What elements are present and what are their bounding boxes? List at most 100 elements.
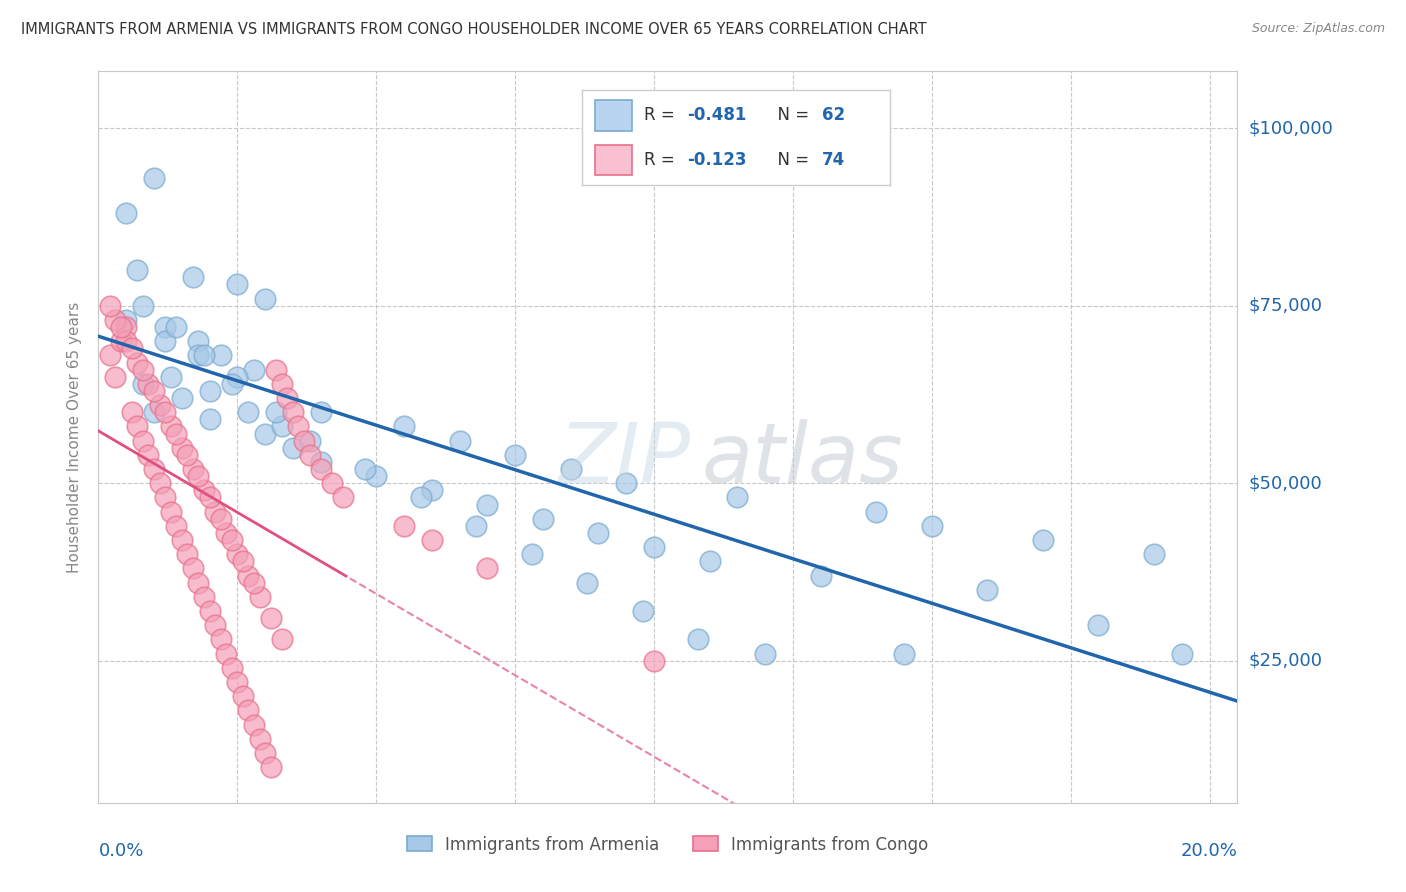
Point: [232, 554, 254, 568]
Point: [127, 355, 149, 369]
Point: [121, 405, 143, 419]
Point: [159, 369, 181, 384]
Point: [332, 491, 354, 505]
Point: [148, 476, 170, 491]
Point: [281, 405, 304, 419]
Point: [198, 412, 221, 426]
Point: [1170, 647, 1192, 661]
Point: [560, 462, 582, 476]
Point: [115, 206, 138, 220]
Point: [198, 491, 221, 505]
Point: [392, 419, 415, 434]
Point: [243, 362, 266, 376]
Point: [187, 348, 209, 362]
Text: $50,000: $50,000: [1249, 475, 1322, 492]
Point: [132, 362, 155, 376]
Point: [276, 391, 298, 405]
Point: [309, 462, 332, 476]
Point: [1143, 547, 1166, 561]
Point: [159, 419, 181, 434]
Point: [127, 263, 149, 277]
Point: [810, 568, 832, 582]
Point: [115, 334, 138, 349]
Point: [159, 505, 181, 519]
Point: [132, 434, 155, 448]
Point: [1032, 533, 1054, 547]
Text: atlas: atlas: [702, 418, 904, 500]
Point: [170, 533, 193, 547]
Point: [165, 519, 187, 533]
Point: [298, 448, 321, 462]
Point: [209, 348, 232, 362]
Point: [503, 448, 526, 462]
Point: [148, 398, 170, 412]
Point: [115, 320, 138, 334]
Point: [309, 405, 332, 419]
Text: $25,000: $25,000: [1249, 652, 1323, 670]
Point: [132, 376, 155, 391]
Point: [187, 575, 209, 590]
Point: [165, 426, 187, 441]
Point: [614, 476, 637, 491]
Point: [270, 376, 292, 391]
Point: [127, 419, 149, 434]
Point: [264, 405, 287, 419]
Text: $75,000: $75,000: [1249, 297, 1323, 315]
Point: [138, 448, 160, 462]
Point: [921, 519, 943, 533]
Point: [254, 426, 277, 441]
Text: 20.0%: 20.0%: [1181, 842, 1237, 860]
Point: [243, 575, 266, 590]
Point: [238, 568, 260, 582]
Point: [298, 434, 321, 448]
Point: [226, 369, 249, 384]
Point: [176, 547, 198, 561]
Point: [215, 525, 238, 540]
Point: [181, 561, 204, 575]
Point: [193, 348, 215, 362]
Point: [249, 590, 271, 604]
Point: [631, 604, 654, 618]
Point: [520, 547, 543, 561]
Point: [699, 554, 721, 568]
Point: [449, 434, 471, 448]
Legend: Immigrants from Armenia, Immigrants from Congo: Immigrants from Armenia, Immigrants from…: [401, 829, 935, 860]
Point: [143, 170, 166, 185]
Point: [153, 320, 176, 334]
Point: [110, 334, 132, 349]
Point: [292, 434, 315, 448]
Point: [143, 462, 166, 476]
Point: [98, 348, 121, 362]
Point: [477, 498, 499, 512]
Point: [170, 391, 193, 405]
Point: [209, 632, 232, 647]
Point: [976, 582, 998, 597]
Point: [366, 469, 388, 483]
Point: [238, 405, 260, 419]
Point: [226, 547, 249, 561]
Point: [238, 704, 260, 718]
Point: [143, 405, 166, 419]
Point: [281, 441, 304, 455]
Point: [143, 384, 166, 398]
Point: [754, 647, 776, 661]
Point: [104, 369, 127, 384]
Point: [221, 661, 243, 675]
Point: [181, 270, 204, 285]
Point: [226, 277, 249, 292]
Point: [226, 675, 249, 690]
Point: [576, 575, 599, 590]
Point: [254, 746, 277, 760]
Text: Source: ZipAtlas.com: Source: ZipAtlas.com: [1251, 22, 1385, 36]
Point: [264, 362, 287, 376]
Point: [243, 717, 266, 731]
Point: [309, 455, 332, 469]
Point: [321, 476, 343, 491]
Point: [232, 690, 254, 704]
Point: [270, 632, 292, 647]
Point: [270, 419, 292, 434]
Text: ZIP: ZIP: [558, 418, 690, 500]
Point: [531, 512, 554, 526]
Point: [254, 292, 277, 306]
Point: [477, 561, 499, 575]
